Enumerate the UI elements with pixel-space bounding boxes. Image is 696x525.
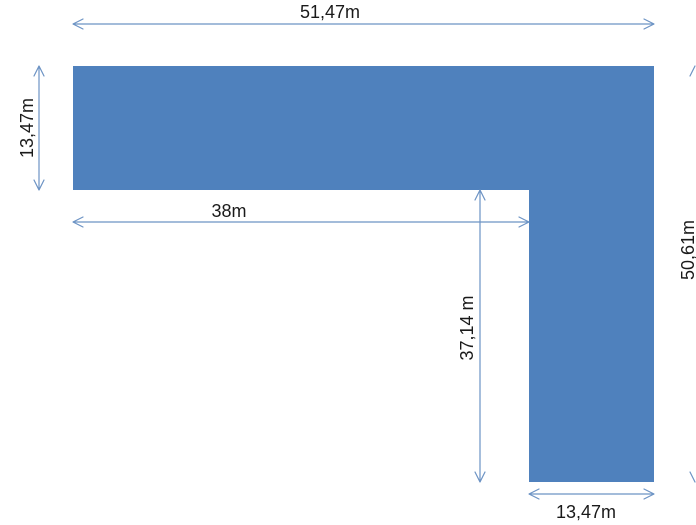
- inner-height-dimension: 37,14 m: [457, 189, 486, 483]
- inner-width-dimension: 38m: [72, 201, 530, 228]
- top-width-dimension: 51,47m: [72, 2, 655, 30]
- bottom-width-label: 13,47m: [556, 502, 616, 522]
- right-height-label: 50,61m: [678, 220, 696, 280]
- right-height-dimension: 50,61m: [678, 65, 696, 483]
- bottom-width-dimension: 13,47m: [528, 488, 655, 522]
- inner-height-label: 37,14 m: [457, 295, 477, 360]
- top-width-label: 51,47m: [300, 2, 360, 22]
- left-height-label: 13,47m: [17, 98, 37, 158]
- inner-width-label: 38m: [211, 201, 246, 221]
- l-shaped-floor-area: [73, 66, 654, 482]
- left-height-dimension: 13,47m: [17, 65, 45, 191]
